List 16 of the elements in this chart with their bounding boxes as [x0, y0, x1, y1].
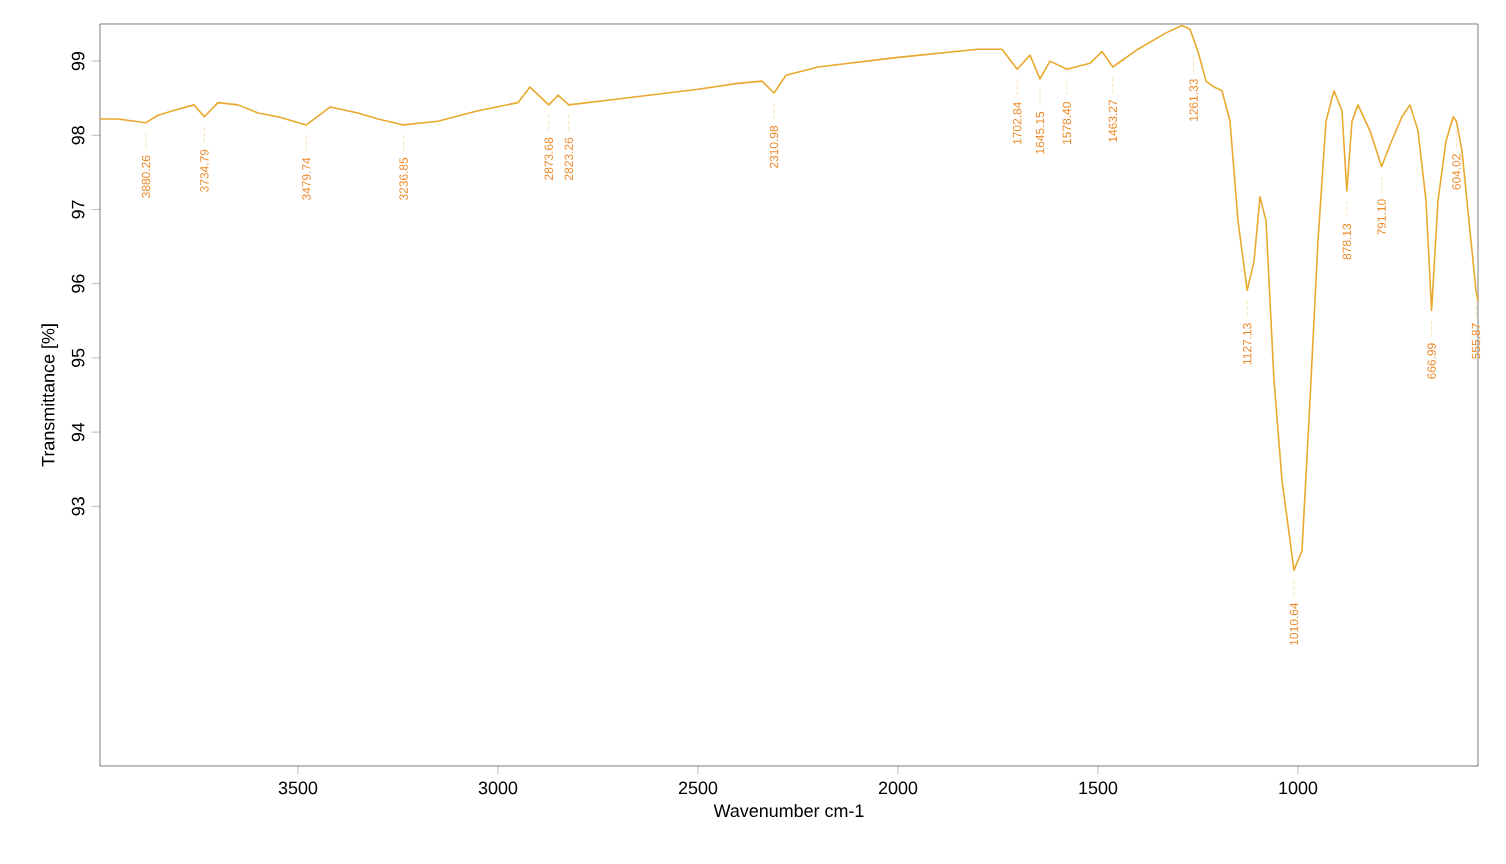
- y-tick-label: 98: [71, 126, 85, 145]
- x-tick-label: 3500: [278, 781, 318, 795]
- y-tick-label: 96: [71, 274, 85, 293]
- x-tick-label: 2500: [678, 781, 718, 795]
- y-axis-title: Transmittance [%]: [41, 324, 59, 467]
- x-tick-label: 2000: [878, 781, 918, 795]
- y-tick-label: 94: [71, 422, 85, 442]
- x-tick-label: 1000: [1279, 781, 1318, 795]
- line-series: [99, 24, 1479, 571]
- x-tick-label: 3000: [478, 781, 518, 795]
- y-tick-label: 93: [71, 497, 85, 516]
- y-tick-label: 95: [71, 348, 85, 368]
- x-tick-label: 1500: [1079, 781, 1118, 795]
- y-tick-label: 99: [71, 51, 85, 71]
- y-tick-label: 97: [71, 200, 85, 219]
- x-axis-title: Wavenumber cm-1: [713, 803, 864, 818]
